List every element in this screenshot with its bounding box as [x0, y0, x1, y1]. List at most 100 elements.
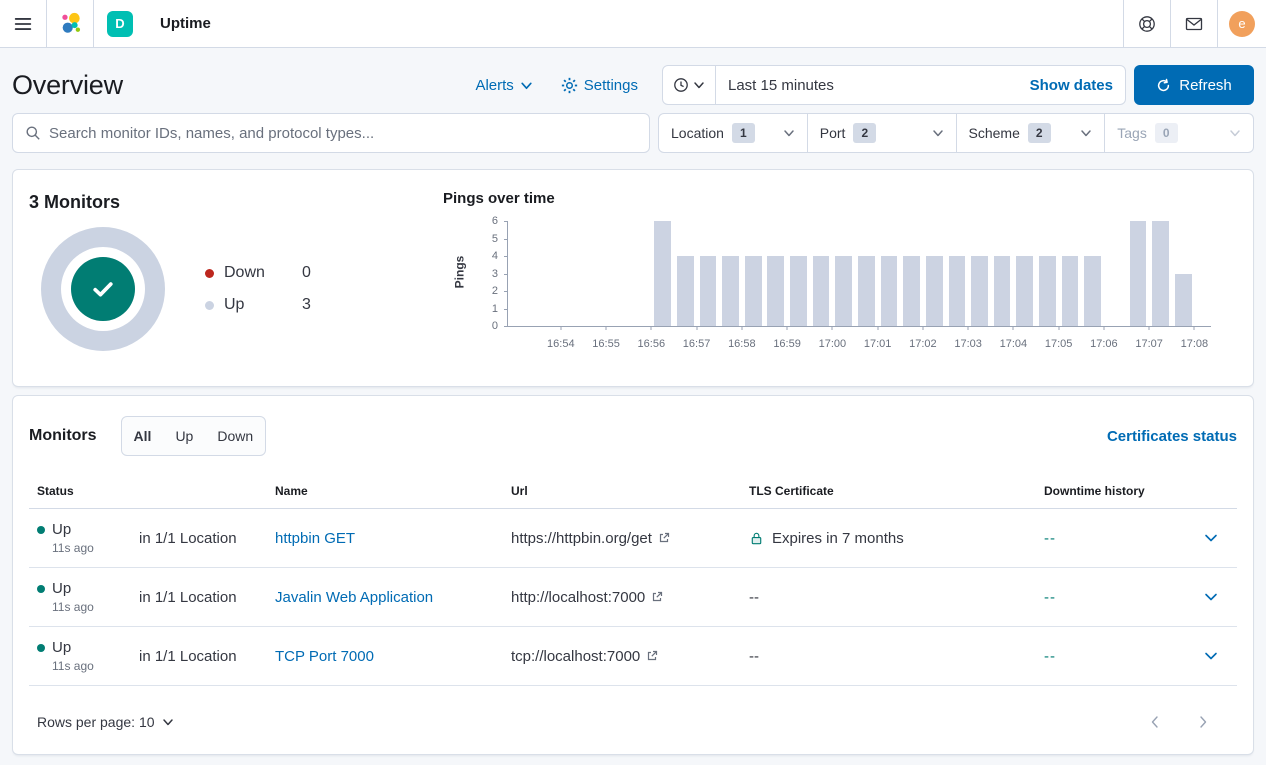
- chart-bar: [880, 256, 898, 326]
- status-legend: Down 0 Up 3: [205, 257, 311, 321]
- chevron-down-icon: [693, 79, 705, 91]
- chart-bar: [993, 256, 1011, 326]
- time-range-value[interactable]: Last 15 minutes: [728, 76, 834, 94]
- space-badge[interactable]: D: [107, 10, 133, 37]
- refresh-button[interactable]: Refresh: [1134, 65, 1254, 105]
- expand-row-button[interactable]: [1203, 530, 1219, 546]
- check-icon: [86, 272, 120, 306]
- tab-up[interactable]: Up: [163, 417, 205, 455]
- x-tick: 16:56: [637, 338, 666, 350]
- url-cell[interactable]: https://httpbin.org/get: [503, 530, 741, 547]
- time-range-picker: Last 15 minutes Show dates: [662, 65, 1126, 105]
- x-tick: 17:04: [999, 338, 1028, 350]
- clock-icon: [673, 77, 689, 93]
- monitor-name-link[interactable]: Javalin Web Application: [275, 588, 434, 606]
- filter-count-badge: 1: [731, 123, 755, 143]
- next-page-button[interactable]: [1191, 710, 1215, 734]
- x-tick: 17:07: [1135, 338, 1163, 350]
- chevron-down-icon: [932, 127, 944, 139]
- x-tick: 17:00: [818, 338, 847, 350]
- y-tick: 4: [491, 250, 498, 263]
- rows-per-page-label: Rows per page: 10: [37, 714, 155, 730]
- status-text: Up: [52, 639, 72, 656]
- filter-location[interactable]: Location 1: [659, 114, 807, 152]
- filter-bar: Location 1 Port 2 Scheme 2 Tags 0: [658, 113, 1254, 153]
- chart-bar: [699, 256, 717, 326]
- status-filter-group: All Up Down: [120, 416, 267, 456]
- x-tick: 16:59: [773, 338, 801, 350]
- quick-select-button[interactable]: [663, 66, 716, 104]
- refresh-label: Refresh: [1179, 76, 1232, 94]
- chart-bar: [925, 256, 943, 326]
- chart-bar: [1039, 256, 1056, 326]
- table-row: Up 11s ago in 1/1 Location Javalin Web Appl…: [29, 568, 1237, 627]
- help-button[interactable]: [1124, 0, 1170, 47]
- location-cell: in 1/1 Location: [139, 529, 237, 547]
- url-cell[interactable]: http://localhost:7000: [503, 589, 741, 606]
- search-input[interactable]: [49, 124, 637, 142]
- nav-divider: [1170, 0, 1171, 47]
- menu-button[interactable]: [0, 0, 46, 47]
- legend-dot: [205, 268, 214, 278]
- status-text: Up: [52, 521, 72, 538]
- tab-down[interactable]: Down: [205, 417, 265, 455]
- chart-bar: [1129, 221, 1147, 326]
- status-cell: Up 11s ago: [29, 639, 131, 673]
- monitors-table: Status Name Url TLS Certificate Downtime his…: [29, 478, 1237, 686]
- alerts-label: Alerts: [475, 76, 514, 94]
- monitor-name-link[interactable]: httpbin GET: [275, 529, 356, 547]
- page-content: Overview Alerts: [0, 48, 1266, 765]
- previous-page-button[interactable]: [1143, 710, 1167, 734]
- expand-row-button[interactable]: [1203, 648, 1219, 664]
- tab-all[interactable]: All: [122, 417, 164, 455]
- page-header: Overview Alerts: [12, 65, 1254, 105]
- nav-divider: [46, 0, 47, 47]
- chart-bar: [744, 256, 762, 326]
- chart-bar: [676, 256, 694, 326]
- newsfeed-button[interactable]: [1171, 0, 1217, 47]
- table-footer: Rows per page: 10: [29, 700, 1237, 744]
- filter-scheme[interactable]: Scheme 2: [955, 114, 1105, 152]
- chart-bar: [812, 256, 830, 326]
- user-avatar[interactable]: e: [1229, 10, 1255, 37]
- elastic-home-button[interactable]: [47, 0, 93, 47]
- status-cell: Up 11s ago: [29, 580, 131, 614]
- chart-bar: [857, 256, 875, 326]
- chart-bar: [1084, 256, 1101, 326]
- rows-per-page-button[interactable]: Rows per page: 10: [29, 714, 174, 730]
- downtime-cell: --: [1044, 588, 1056, 606]
- chart-section: Pings over time Pings 0 1 2 3 4 5 6 16:54 16:55 1…: [441, 186, 1237, 370]
- show-dates-button[interactable]: Show dates: [1018, 66, 1125, 104]
- y-tick: 3: [491, 267, 498, 280]
- y-tick: 5: [491, 232, 498, 245]
- monitors-panel: Monitors All Up Down Certificates status S…: [12, 395, 1254, 755]
- external-link-icon: [658, 532, 670, 544]
- alerts-menu-button[interactable]: Alerts: [465, 65, 542, 105]
- url-cell[interactable]: tcp://localhost:7000: [503, 648, 741, 665]
- search-icon: [25, 125, 41, 141]
- tls-cell: --: [749, 647, 759, 665]
- expand-row-button[interactable]: [1203, 589, 1219, 605]
- filter-tags[interactable]: Tags 0: [1104, 114, 1253, 152]
- top-navbar: D Uptime e: [0, 0, 1266, 48]
- elastic-logo-icon: [59, 12, 82, 35]
- chevron-down-icon: [520, 79, 533, 92]
- monitors-title: Monitors: [29, 427, 97, 444]
- status-cell: Up 11s ago: [29, 521, 131, 555]
- tls-cell: Expires in 7 months: [741, 530, 1036, 547]
- chart-bar: [948, 256, 966, 326]
- column-header-tls-certificate: TLS Certificate: [749, 484, 834, 498]
- settings-button[interactable]: Settings: [551, 65, 648, 105]
- downtime-cell: --: [1044, 647, 1056, 665]
- filter-port[interactable]: Port 2: [806, 114, 956, 152]
- certificates-status-link[interactable]: Certificates status: [1106, 427, 1237, 445]
- x-tick: 17:02: [909, 338, 937, 350]
- snapshot-title: 3 Monitors: [29, 192, 121, 212]
- monitor-name-link[interactable]: TCP Port 7000: [275, 647, 374, 665]
- y-tick: 0: [491, 320, 498, 332]
- chevron-down-icon: [783, 127, 795, 139]
- nav-divider: [1123, 0, 1124, 47]
- external-link-icon: [646, 650, 658, 662]
